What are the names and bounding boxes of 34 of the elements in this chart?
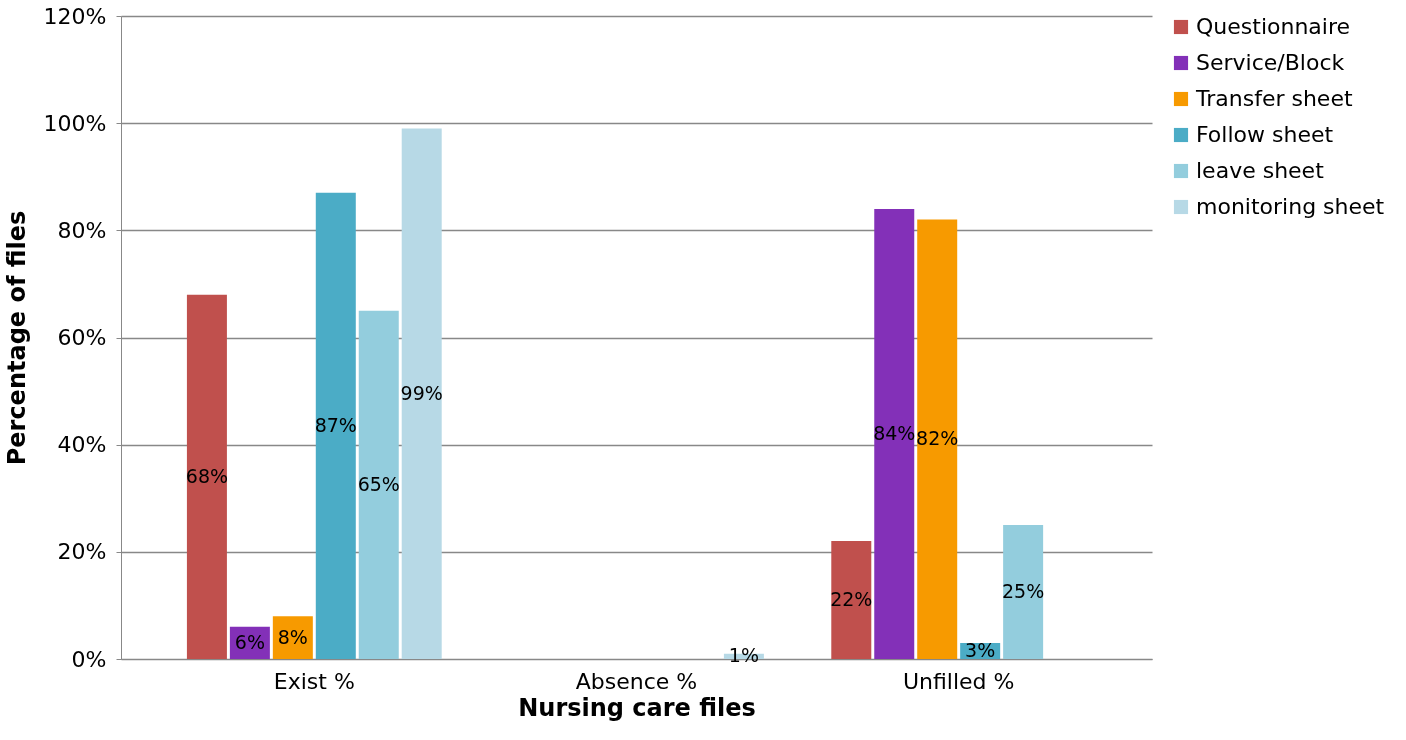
y-tick-label: 20%: [57, 539, 107, 565]
legend-label: monitoring sheet: [1196, 194, 1385, 219]
bar: [874, 208, 915, 659]
y-tick-label: 120%: [43, 3, 107, 29]
x-axis-title: Nursing care files: [518, 693, 756, 722]
legend-label: Transfer sheet: [1195, 86, 1353, 111]
data-label: 65%: [357, 472, 400, 495]
data-label: 3%: [965, 638, 996, 661]
data-label: 99%: [400, 381, 443, 404]
data-label: 68%: [185, 464, 229, 487]
bar: [917, 219, 958, 659]
bar: [358, 310, 399, 659]
data-label: 1%: [728, 644, 759, 667]
data-label: 25%: [1002, 580, 1045, 603]
data-label: 8%: [277, 625, 308, 648]
data-label: 87%: [314, 413, 357, 436]
y-axis-title: Percentage of files: [2, 210, 31, 466]
y-tick-label: 0%: [71, 646, 107, 672]
bar: [401, 128, 442, 659]
y-tick-label: 80%: [57, 217, 107, 243]
y-tick-label: 40%: [57, 432, 107, 458]
bar: [315, 192, 356, 659]
x-tick-label: Absence %: [575, 668, 698, 694]
x-tick-label: Unfilled %: [902, 668, 1015, 694]
legend-label: Follow sheet: [1196, 122, 1334, 147]
legend-label: leave sheet: [1196, 158, 1325, 183]
bar: [186, 294, 227, 659]
legend-label: Service/Block: [1196, 50, 1345, 75]
y-tick-label: 100%: [43, 110, 107, 136]
bar: [1003, 525, 1044, 659]
x-tick-label: Exist %: [273, 668, 355, 694]
legend-label: Questionnaire: [1196, 14, 1351, 39]
data-label: 6%: [234, 630, 265, 653]
y-tick-label: 60%: [57, 325, 107, 350]
